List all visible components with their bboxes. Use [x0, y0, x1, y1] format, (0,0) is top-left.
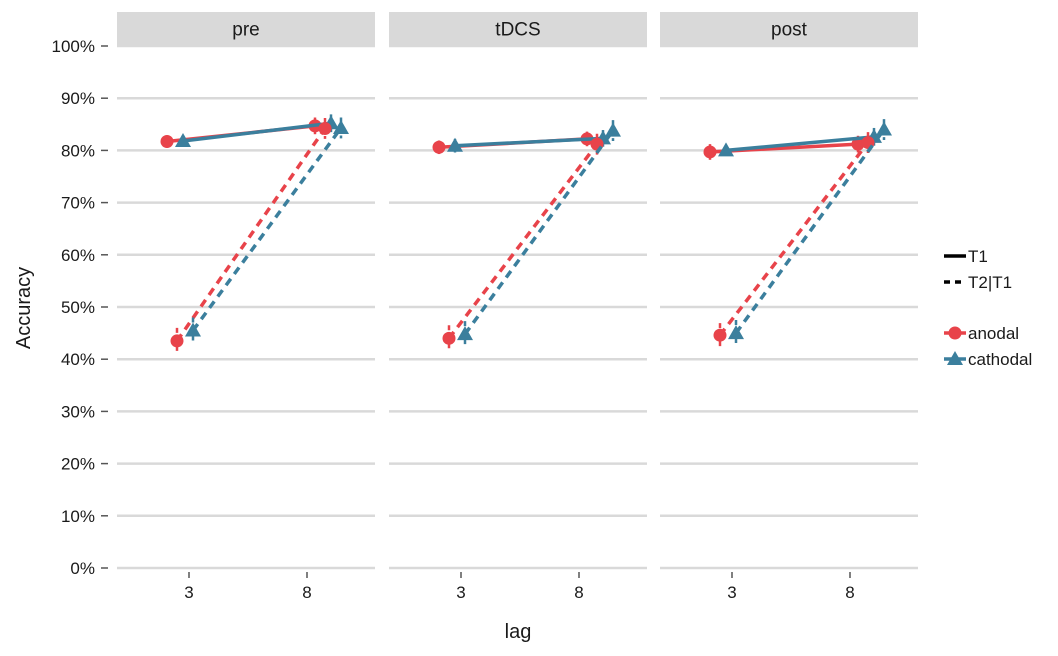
series-anodal-t2t1: [713, 132, 875, 348]
series-cathodal-t2t1: [185, 117, 349, 344]
data-point: [432, 140, 446, 154]
x-tick-label: 3: [727, 583, 736, 602]
data-point: [713, 328, 727, 342]
legend-linetype-item: T1: [944, 247, 988, 266]
panel-strip-label: post: [771, 20, 808, 41]
legend-label: cathodal: [968, 350, 1032, 369]
y-tick-label: 10%: [61, 507, 95, 526]
panel-strip: [117, 12, 375, 45]
panel-pre: pre: [117, 12, 375, 570]
legend-group-item: cathodal: [944, 350, 1032, 369]
legend-marker: [948, 326, 962, 340]
series-line: [454, 136, 604, 148]
y-tick-label: 40%: [61, 350, 95, 369]
series-line: [725, 135, 875, 153]
legend-label: T2|T1: [968, 273, 1012, 292]
data-point: [160, 135, 174, 149]
data-point: [703, 145, 717, 159]
data-point: [876, 121, 892, 136]
series-cathodal-t2t1: [457, 120, 621, 348]
series-line: [175, 127, 327, 342]
series-anodal-t2t1: [170, 118, 332, 354]
x-axis: 3 8 3 8 3 8: [184, 572, 855, 602]
panel-post: post: [660, 12, 918, 570]
data-point: [447, 137, 463, 152]
panels-layer: pre tDCS post: [117, 12, 918, 570]
series-anodal-t2t1: [442, 133, 604, 352]
series-line: [463, 129, 615, 336]
y-tick-label: 50%: [61, 298, 95, 317]
x-tick-label: 8: [302, 583, 311, 602]
x-tick-label: 8: [845, 583, 854, 602]
panel-strip: [389, 12, 647, 45]
legend-marker: [947, 351, 963, 365]
data-point: [175, 133, 191, 148]
data-point: [718, 142, 734, 157]
series-line: [447, 143, 599, 340]
series-cathodal-t2t1: [728, 119, 892, 347]
series-line: [182, 121, 332, 143]
x-axis-title: lag: [505, 621, 532, 643]
y-tick-label: 90%: [61, 89, 95, 108]
data-point: [318, 121, 332, 135]
series-line: [191, 126, 343, 332]
panel-strip: [660, 12, 918, 45]
panel-tdcs: tDCS: [389, 12, 647, 570]
x-tick-label: 3: [184, 583, 193, 602]
data-point: [851, 137, 865, 151]
y-tick-label: 0%: [70, 559, 95, 578]
legend-label: anodal: [968, 324, 1019, 343]
y-tick-label: 20%: [61, 455, 95, 474]
panel-strip-label: tDCS: [495, 20, 540, 41]
x-tick-label: 8: [574, 583, 583, 602]
data-point: [605, 122, 621, 137]
data-point: [170, 334, 184, 348]
y-tick-label: 60%: [61, 246, 95, 265]
series-line: [734, 128, 886, 335]
y-axis-title: Accuracy: [13, 267, 35, 349]
legend: T1 T2|T1 anodal cathodal: [944, 247, 1032, 369]
y-tick-label: 80%: [61, 141, 95, 160]
y-tick-label: 30%: [61, 402, 95, 421]
data-point: [457, 326, 473, 341]
y-tick-label: 100%: [52, 37, 95, 56]
y-axis: 0% 10% 20% 30% 40% 50% 60% 70% 80% 90% 100%: [52, 37, 108, 578]
panel-strip-label: pre: [232, 20, 259, 41]
legend-label: T1: [968, 247, 988, 266]
y-tick-label: 70%: [61, 194, 95, 213]
data-point: [185, 322, 201, 337]
legend-group-item: anodal: [944, 324, 1019, 343]
legend-linetype-item: T2|T1: [944, 273, 1012, 292]
series-line: [718, 141, 870, 337]
data-point: [728, 325, 744, 340]
data-point: [333, 119, 349, 134]
x-tick-label: 3: [456, 583, 465, 602]
data-point: [442, 331, 456, 345]
